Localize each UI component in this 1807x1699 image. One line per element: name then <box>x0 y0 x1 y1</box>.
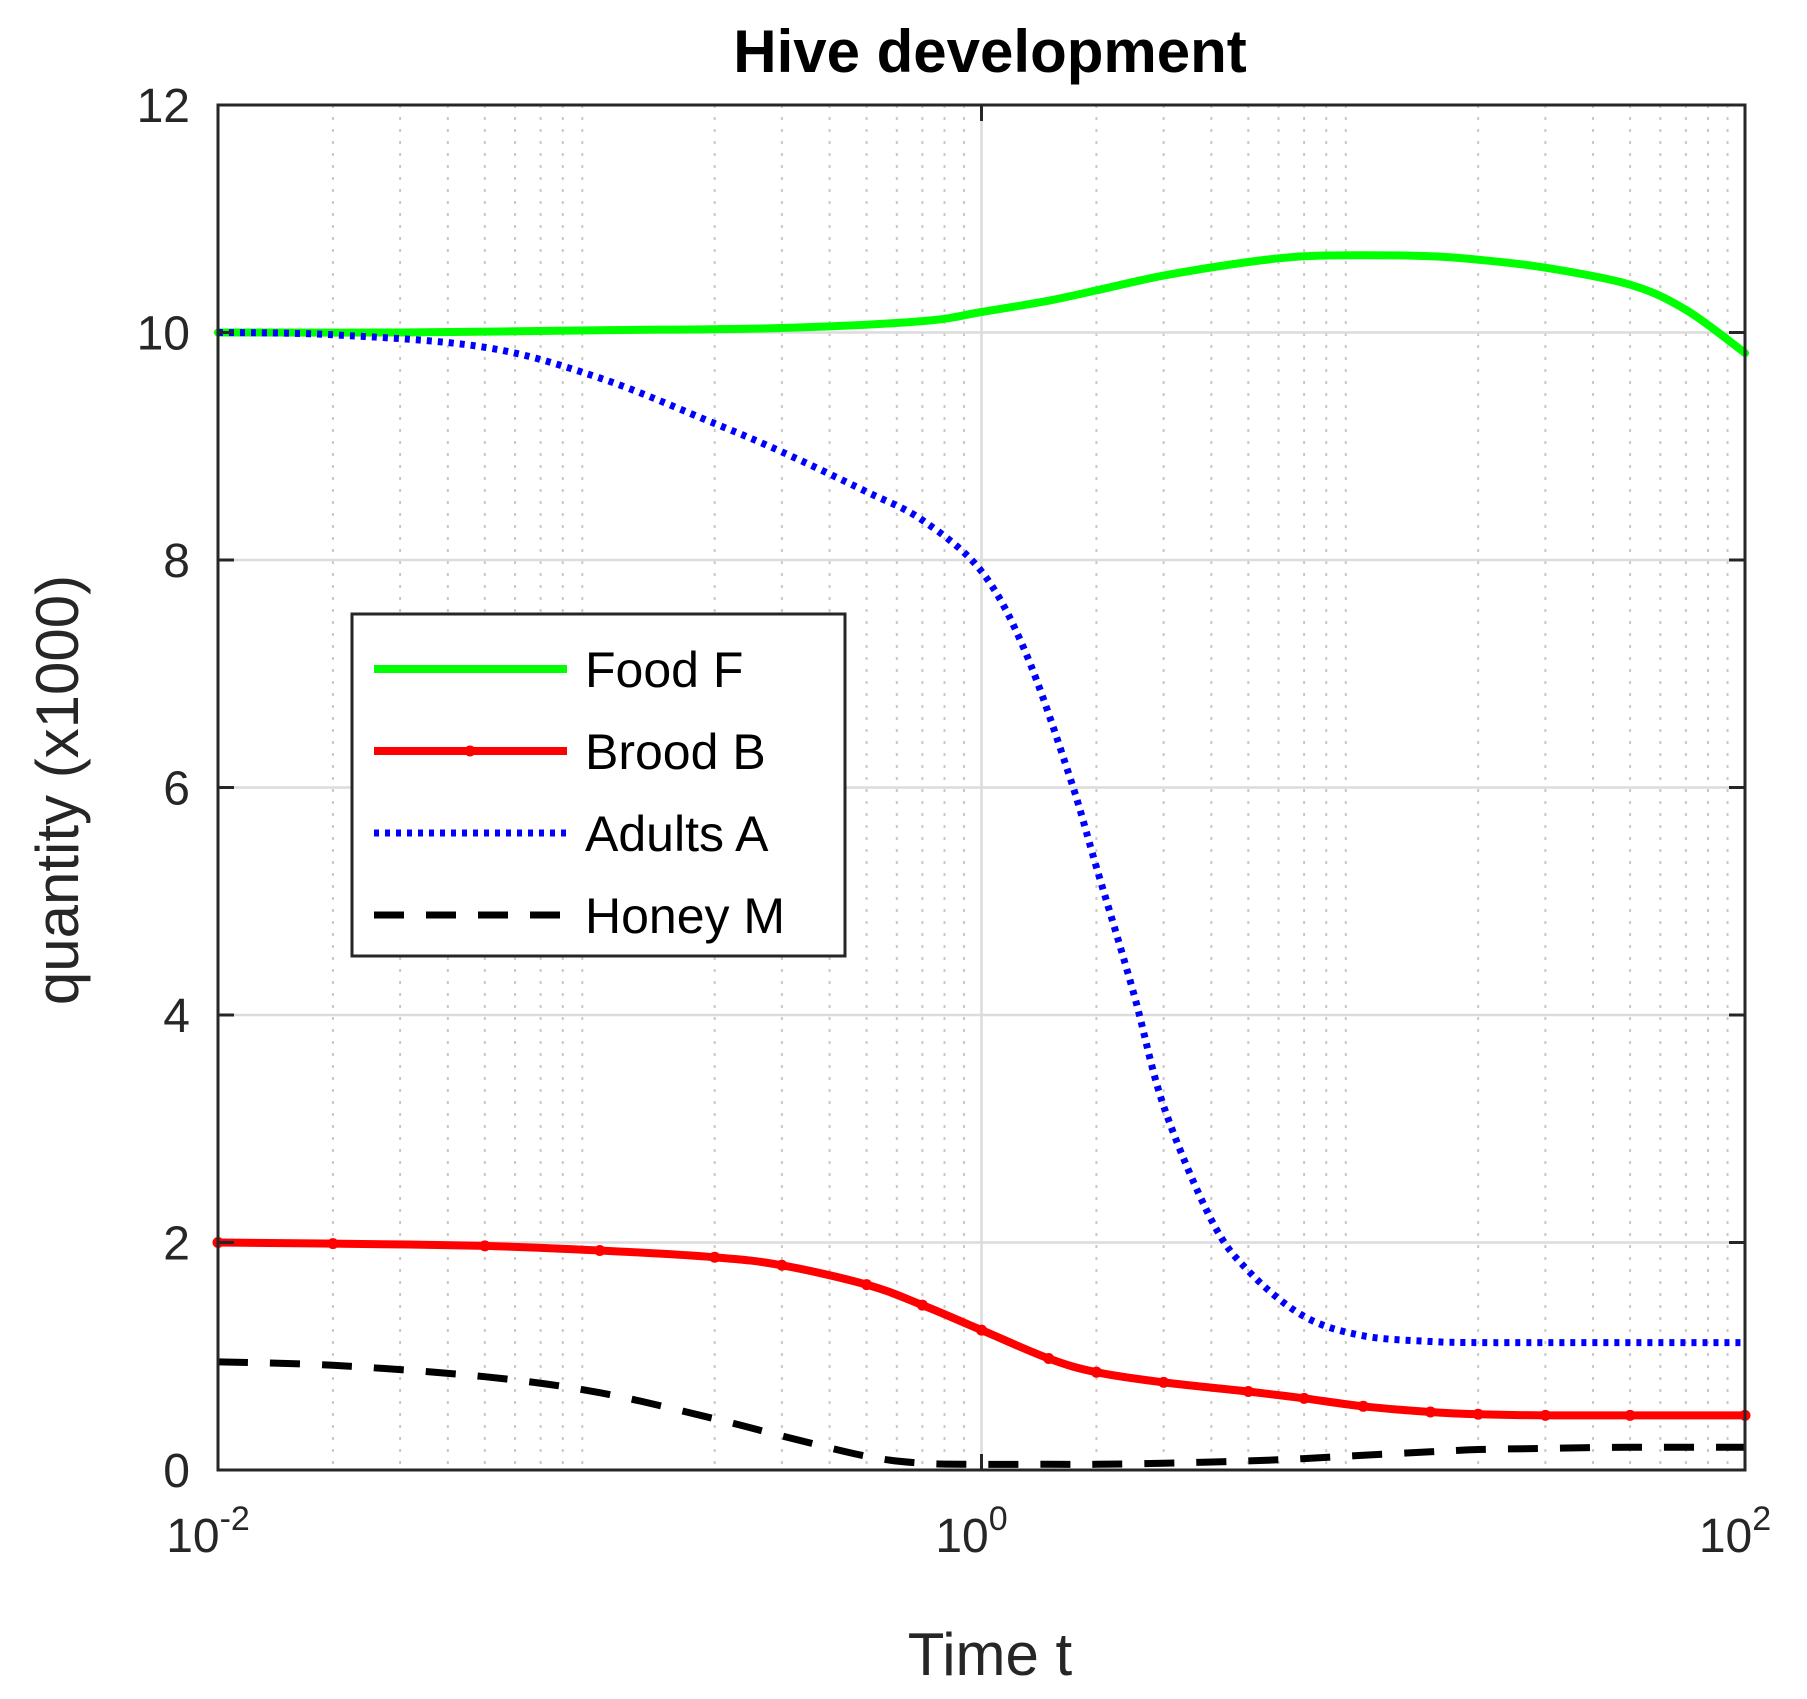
series-point-brood-b <box>1424 1406 1436 1418</box>
x-tick-label: 102 <box>1699 1500 1771 1563</box>
series-point-brood-b <box>327 1238 339 1250</box>
x-tick-label-base: 10 <box>935 1510 988 1563</box>
legend-label-brood-b: Brood B <box>585 724 766 780</box>
legend-label-food-f: Food F <box>585 642 743 698</box>
x-tick-label: 10-2 <box>166 1500 250 1563</box>
series-point-brood-b <box>1624 1409 1636 1421</box>
series-line-adults-a <box>217 329 1745 1347</box>
x-tick-label-exponent: 2 <box>1752 1500 1771 1538</box>
x-axis-label: Time t <box>908 1621 1073 1688</box>
x-tick-label: 100 <box>935 1500 1007 1563</box>
series-layer <box>212 251 1751 1468</box>
x-tick-label-base: 10 <box>1699 1510 1752 1563</box>
series-point-brood-b <box>1357 1400 1369 1412</box>
series-point-brood-b <box>1298 1392 1310 1404</box>
y-tick-label: 0 <box>163 1445 190 1498</box>
series-point-brood-b <box>594 1244 606 1256</box>
series-point-brood-b <box>1043 1353 1055 1365</box>
y-tick-label: 10 <box>137 308 190 361</box>
x-tick-label-base: 10 <box>166 1510 219 1563</box>
chart-title: Hive development <box>733 18 1247 85</box>
y-tick-label: 12 <box>137 80 190 133</box>
legend-label-honey-m: Honey M <box>585 888 785 944</box>
x-tick-label-exponent: 0 <box>989 1500 1008 1538</box>
series-point-brood-b <box>1158 1376 1170 1388</box>
y-tick-label: 2 <box>163 1218 190 1271</box>
series-point-brood-b <box>1472 1408 1484 1420</box>
series-point-brood-b <box>916 1299 928 1311</box>
series-point-brood-b <box>776 1259 788 1271</box>
series-line-food-f <box>214 251 1749 357</box>
series-point-brood-b <box>709 1251 721 1263</box>
x-tick-label-exponent: -2 <box>220 1500 250 1538</box>
y-tick-label: 6 <box>163 763 190 816</box>
y-tick-label: 8 <box>163 535 190 588</box>
series-point-brood-b <box>1539 1409 1551 1421</box>
legend-marker-brood-b <box>464 745 476 757</box>
series-point-brood-b <box>976 1324 987 1336</box>
y-axis-label: quantity (x1000) <box>24 575 91 1005</box>
legend: Food F Brood B Adults A Honey M <box>350 612 847 958</box>
series-point-brood-b <box>861 1279 873 1291</box>
y-tick-label: 4 <box>163 990 190 1043</box>
series-point-brood-b <box>479 1240 491 1252</box>
series-point-brood-b <box>1242 1386 1254 1398</box>
legend-label-adults-a: Adults A <box>585 806 769 862</box>
series-point-brood-b <box>1090 1366 1102 1378</box>
series-line-honey-m <box>217 1358 1746 1468</box>
